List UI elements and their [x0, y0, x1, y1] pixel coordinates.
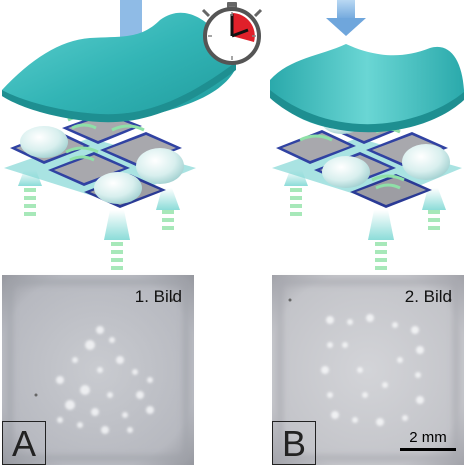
right-beam-2 — [368, 210, 394, 240]
right-film-edge — [270, 90, 464, 133]
down-arrow-icon — [326, 0, 366, 36]
left-beam-2 — [104, 210, 130, 240]
photo-a-caption: 1. Bild — [134, 287, 182, 306]
left-beam-3 — [156, 188, 180, 210]
right-film — [270, 44, 464, 131]
stopwatch-icon — [201, 2, 263, 65]
photo-panel-b: 2. Bild B 2 mm — [272, 275, 464, 465]
left-droplets — [20, 126, 184, 204]
right-beam-1 — [284, 170, 308, 186]
left-glow-arrows — [24, 188, 174, 270]
right-schematic — [270, 0, 464, 270]
left-beam-1 — [18, 170, 42, 186]
scalebar: 2 mm — [400, 429, 456, 451]
right-beam-3 — [422, 188, 446, 210]
panel-letter-a: A — [2, 421, 46, 465]
photo-b-image — [272, 275, 464, 465]
left-schematic — [2, 0, 236, 270]
photo-a-image — [2, 275, 194, 465]
panel-letter-b: B — [272, 421, 316, 465]
scalebar-line — [400, 448, 456, 451]
left-film — [2, 12, 236, 122]
photo-panel-a: 1. Bild A — [2, 275, 194, 465]
right-glow-arrows — [290, 188, 440, 270]
left-top-arrow-stub — [120, 0, 142, 40]
photo-b-caption: 2. Bild — [404, 287, 452, 306]
scalebar-label: 2 mm — [409, 429, 447, 446]
